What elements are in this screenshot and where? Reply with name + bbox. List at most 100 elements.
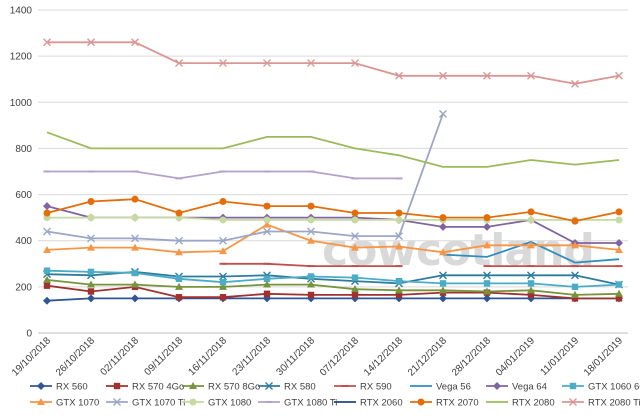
data-point: [219, 197, 227, 205]
data-point: [307, 202, 315, 210]
data-point: [395, 277, 403, 285]
legend-label: GTX 1070 Ti: [132, 398, 185, 409]
x-tick-label: 19/10/2018: [10, 335, 53, 378]
data-point: [417, 398, 425, 406]
series-line: [47, 216, 619, 221]
series-rtx-2080: [46, 131, 620, 168]
data-point: [395, 209, 403, 217]
data-point: [439, 109, 447, 118]
data-point: [569, 398, 577, 406]
legend-label: RTX 2060: [360, 398, 403, 409]
series-line: [46, 270, 620, 286]
data-point: [615, 245, 623, 253]
y-tick-label: 200: [15, 282, 32, 293]
data-point: [37, 398, 45, 405]
data-point: [615, 289, 623, 297]
data-point: [131, 234, 139, 243]
legend-item: GTX 1060 6Go: [562, 382, 640, 393]
data-point: [527, 208, 535, 216]
legend-label: RX 590: [360, 382, 392, 393]
data-point: [131, 214, 139, 222]
series-line: [46, 131, 620, 168]
data-point: [189, 398, 197, 406]
series-line: [46, 113, 444, 242]
legend-item: Vega 64: [486, 382, 547, 393]
data-point: [263, 59, 271, 68]
y-axis-ticks: 0 200 400 600 800 1000 1200 1400: [10, 6, 33, 340]
data-point: [395, 71, 403, 80]
data-point: [527, 241, 535, 249]
legend-label: RTX 2080: [512, 398, 555, 409]
data-point: [307, 236, 315, 244]
data-point: [113, 398, 121, 406]
data-point: [395, 216, 403, 224]
data-point: [527, 271, 535, 280]
x-tick-label: 26/10/2018: [54, 335, 97, 378]
series-rtx-2080-ti: [43, 38, 623, 88]
series-lines: [43, 38, 623, 305]
x-tick-label: 04/01/2019: [494, 335, 537, 378]
legend-label: RX 570 8Go: [208, 382, 260, 393]
data-point: [263, 275, 271, 282]
data-point: [615, 208, 623, 216]
legend-label: RX 570 4Go: [132, 382, 184, 393]
data-point: [571, 79, 579, 88]
x-tick-label: 07/12/2018: [318, 335, 361, 378]
data-point: [307, 216, 315, 224]
legend-item: RTX 2080: [486, 398, 555, 409]
data-point: [219, 279, 227, 286]
legend-item: GTX 1070: [30, 398, 99, 409]
data-point: [87, 268, 95, 276]
legend-item: RX 560: [30, 382, 88, 393]
data-point: [263, 227, 271, 236]
data-point: [615, 239, 623, 248]
data-point: [483, 71, 491, 80]
data-point: [483, 287, 491, 295]
legend-label: RTX 2070: [436, 398, 479, 409]
legend-label: RX 580: [284, 382, 316, 393]
data-point: [351, 274, 359, 281]
data-point: [439, 286, 447, 294]
x-tick-label: 28/12/2018: [450, 335, 493, 378]
data-point: [87, 288, 95, 295]
series-line: [47, 41, 620, 85]
data-point: [527, 280, 535, 287]
data-point: [113, 382, 121, 390]
data-point: [571, 295, 579, 302]
data-point: [87, 280, 95, 288]
data-point: [219, 272, 227, 281]
data-point: [219, 59, 227, 68]
data-point: [439, 222, 447, 231]
data-point: [527, 286, 535, 294]
series-gtx-1060-6go: [43, 267, 623, 291]
data-point: [439, 280, 447, 287]
series-rtx-2070: [43, 195, 623, 225]
data-point: [87, 234, 95, 243]
data-point: [483, 241, 491, 249]
data-point: [43, 282, 51, 289]
data-point: [483, 280, 491, 287]
data-point: [493, 382, 501, 390]
data-point: [527, 71, 535, 80]
data-point: [571, 283, 579, 291]
data-point: [175, 282, 183, 290]
data-point: [175, 59, 183, 68]
data-point: [395, 232, 403, 241]
data-point: [219, 236, 227, 245]
legend-label: GTX 1060 6Go: [588, 382, 640, 393]
y-tick-label: 1200: [10, 52, 33, 63]
data-point: [571, 271, 579, 280]
legend-item: RX 570 8Go: [182, 382, 260, 393]
legend-item: RTX 2070: [410, 398, 479, 409]
data-point: [307, 227, 315, 236]
data-point: [43, 209, 51, 217]
data-point: [219, 294, 227, 301]
series-rx-570-8go: [43, 275, 623, 298]
series-line: [46, 279, 620, 296]
data-point: [351, 291, 359, 299]
data-point: [439, 294, 447, 303]
legend-item: RX 580: [258, 382, 316, 393]
data-point: [175, 248, 183, 256]
x-axis-ticks: 19/10/2018 26/10/2018 02/11/2018 09/11/2018…: [10, 335, 625, 378]
